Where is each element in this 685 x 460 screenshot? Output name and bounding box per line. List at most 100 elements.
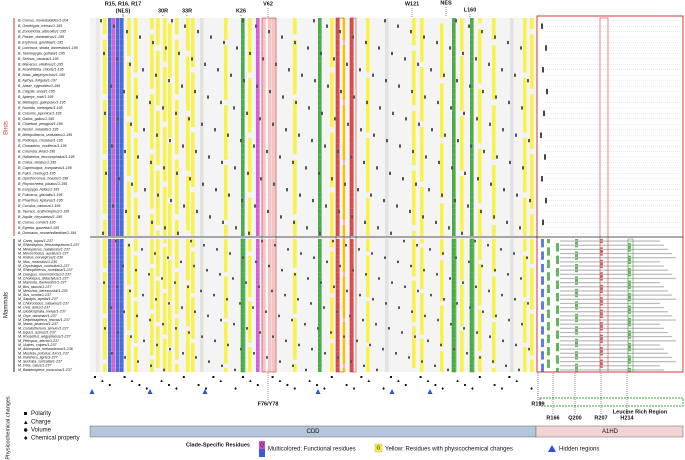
residue-block bbox=[556, 284, 559, 289]
residue-block bbox=[191, 116, 195, 122]
residue-block bbox=[200, 23, 204, 29]
residue-block bbox=[523, 230, 527, 236]
residue-block bbox=[241, 83, 245, 89]
residue-block bbox=[272, 251, 276, 256]
residue-block bbox=[241, 154, 245, 160]
residue-block bbox=[127, 359, 131, 364]
residue-block bbox=[440, 132, 444, 138]
sequence-name: M_Rousettus_aegyptiacus/1-237 bbox=[18, 335, 72, 339]
residue-mark bbox=[157, 193, 159, 197]
residue-block bbox=[186, 367, 190, 372]
residue-block bbox=[385, 225, 389, 231]
sequence-name: B_Egretta_garzetta/1-195 bbox=[18, 226, 59, 230]
residue-block bbox=[134, 148, 138, 155]
residue-block bbox=[523, 347, 527, 352]
residue-block bbox=[241, 50, 245, 57]
residue-block bbox=[318, 105, 322, 111]
residue-block bbox=[108, 148, 112, 155]
residue-block bbox=[547, 288, 550, 294]
residue-mark bbox=[372, 73, 374, 77]
residue-block bbox=[186, 45, 190, 51]
residue-block bbox=[186, 154, 190, 160]
residue-block bbox=[478, 132, 482, 138]
residue-block bbox=[293, 143, 297, 149]
residue-block bbox=[262, 355, 266, 360]
residue-block bbox=[452, 305, 456, 310]
residue-block bbox=[241, 297, 245, 302]
residue-block bbox=[134, 105, 138, 111]
polarity-mark bbox=[212, 376, 215, 378]
residue-block bbox=[350, 192, 354, 198]
residue-block bbox=[112, 45, 116, 51]
residue-block bbox=[366, 61, 370, 68]
residue-block bbox=[127, 309, 131, 314]
residue-block bbox=[460, 197, 464, 204]
residue-block bbox=[120, 50, 124, 57]
residue-block bbox=[350, 284, 354, 289]
key-functional: Multicolored: Functional residues bbox=[268, 447, 356, 453]
residue-block bbox=[318, 363, 322, 368]
residue-block bbox=[224, 192, 228, 198]
residue-mark bbox=[431, 128, 433, 132]
residue-block bbox=[452, 143, 456, 149]
residue-mark bbox=[376, 368, 378, 372]
residue-block bbox=[96, 99, 100, 106]
residue-block bbox=[366, 309, 370, 314]
residue-mark bbox=[181, 84, 183, 88]
residue-block bbox=[116, 105, 120, 111]
residue-block bbox=[385, 313, 389, 318]
sequence-name: M_Bos_taurus/1-237 bbox=[18, 285, 52, 289]
residue-block bbox=[350, 203, 354, 209]
residue-block bbox=[268, 239, 272, 244]
residue-trail bbox=[560, 240, 660, 242]
residue-block bbox=[127, 154, 131, 160]
birds-label: Birds bbox=[4, 121, 10, 135]
residue-block bbox=[163, 28, 167, 35]
residue-block bbox=[262, 154, 266, 160]
residue-block bbox=[268, 61, 272, 68]
residue-block bbox=[268, 186, 272, 193]
residue-block bbox=[108, 116, 112, 122]
residue-block bbox=[191, 301, 195, 306]
residue-block bbox=[168, 280, 172, 285]
residue-block bbox=[366, 363, 370, 368]
residue-block bbox=[470, 317, 474, 323]
residue-block bbox=[460, 305, 464, 310]
residue-block bbox=[541, 317, 544, 323]
residue-block bbox=[366, 39, 370, 46]
residue-mark bbox=[287, 248, 289, 251]
residue-block bbox=[478, 239, 482, 244]
residue-block bbox=[523, 293, 527, 298]
residue-block bbox=[330, 137, 334, 144]
sequence-name: B_Columba_livia/1-196 bbox=[18, 149, 55, 153]
residue-block bbox=[330, 301, 334, 306]
residue-mark bbox=[385, 302, 387, 305]
residue-block bbox=[350, 355, 354, 360]
residue-block bbox=[470, 186, 474, 193]
residue-block bbox=[510, 259, 514, 264]
residue-block bbox=[168, 50, 172, 57]
residue-block bbox=[156, 326, 160, 331]
residue-mark bbox=[313, 19, 315, 23]
residue-block bbox=[293, 121, 297, 127]
site-label: R166 bbox=[546, 415, 559, 421]
residue-block bbox=[452, 255, 456, 260]
residue-block bbox=[163, 192, 167, 198]
residue-block bbox=[127, 121, 131, 127]
residue-block bbox=[200, 214, 204, 220]
residue-block bbox=[191, 334, 195, 339]
residue-block bbox=[523, 276, 527, 281]
residue-block bbox=[156, 284, 160, 289]
residue-block bbox=[293, 297, 297, 302]
residue-block bbox=[420, 170, 424, 177]
residue-block bbox=[163, 272, 167, 277]
residue-block bbox=[150, 268, 154, 273]
residue-block bbox=[385, 50, 389, 57]
residue-block bbox=[530, 159, 534, 166]
residue-block bbox=[470, 293, 474, 298]
residue-block bbox=[224, 18, 228, 24]
residue-mark bbox=[526, 256, 528, 259]
residue-block bbox=[248, 45, 252, 51]
residue-block bbox=[510, 137, 514, 144]
residue-block bbox=[460, 342, 464, 348]
